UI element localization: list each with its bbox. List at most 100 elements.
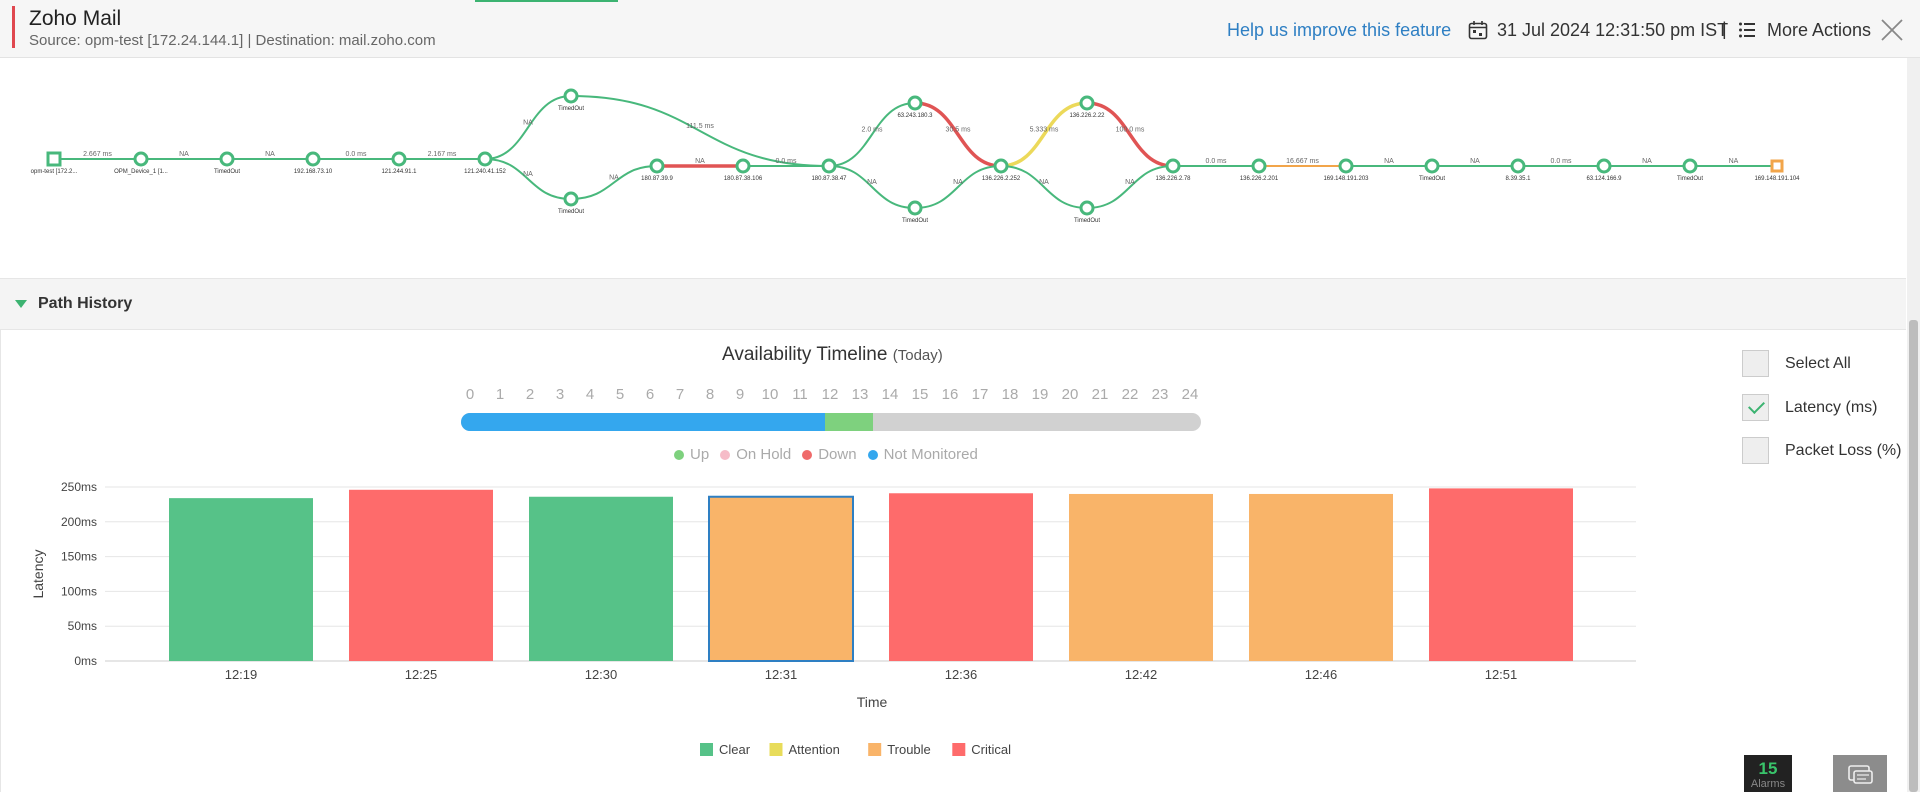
- chart-bar[interactable]: [708, 495, 854, 662]
- topology-node[interactable]: [907, 95, 923, 111]
- topology-node[interactable]: [1510, 158, 1526, 174]
- topology-node[interactable]: [1682, 158, 1698, 174]
- topology-link-label: NA: [1470, 158, 1480, 165]
- availability-timeline-bar[interactable]: [461, 413, 1201, 431]
- path-topology-map: 2.667 ms NA NA 0.0 ms 2.167 ms NA NA NA NA 111.5 …: [0, 60, 1900, 276]
- chart-bar[interactable]: [529, 496, 673, 661]
- checkbox[interactable]: [1742, 394, 1769, 421]
- more-actions-button[interactable]: More Actions: [1767, 20, 1872, 40]
- topology-node[interactable]: [1079, 200, 1095, 216]
- topology-link-label: NA: [1125, 179, 1135, 186]
- topology-link-label: NA: [523, 171, 533, 178]
- topology-node[interactable]: [563, 88, 579, 104]
- chat-button[interactable]: [1833, 755, 1887, 792]
- checkbox-label: Select All: [1785, 354, 1851, 372]
- timeline-legend-item[interactable]: Up: [674, 446, 709, 463]
- topology-link-label: 2.667 ms: [83, 151, 112, 158]
- timeline-hour-label: 11: [792, 386, 808, 403]
- help-improve-link[interactable]: Help us improve this feature: [1227, 20, 1452, 40]
- topology-node-label: 136.226.2.78: [1155, 176, 1191, 182]
- topology-node-label: 180.87.38.47: [811, 176, 847, 182]
- timeline-legend-item[interactable]: On Hold: [720, 446, 791, 463]
- option-latency-ms[interactable]: Latency (ms): [1742, 394, 1877, 421]
- topology-node-label: opm-test [172.2...: [31, 169, 78, 175]
- path-history-title: Path History: [38, 295, 133, 312]
- timeline-hour-label: 12: [821, 386, 839, 403]
- topology-node-label: 136.226.2.22: [1069, 113, 1105, 119]
- topology-node[interactable]: [907, 200, 923, 216]
- topology-node[interactable]: [993, 158, 1009, 174]
- topology-link: [484, 95, 572, 160]
- chart-legend-label: Trouble: [887, 742, 931, 757]
- topology-node[interactable]: [391, 151, 407, 167]
- option-select-all[interactable]: Select All: [1742, 350, 1851, 377]
- topology-node[interactable]: [1079, 95, 1095, 111]
- topology-node[interactable]: [563, 191, 579, 207]
- topology-node[interactable]: [1424, 158, 1440, 174]
- topology-node[interactable]: [219, 151, 235, 167]
- topology-node[interactable]: [477, 151, 493, 167]
- path-history-header[interactable]: Path History: [0, 278, 1906, 330]
- close-icon[interactable]: [1880, 18, 1904, 42]
- topology-node[interactable]: [133, 151, 149, 167]
- topology-node-label: TimedOut: [1419, 176, 1445, 182]
- option-packet-loss[interactable]: Packet Loss (%): [1742, 437, 1901, 464]
- topology-node[interactable]: [821, 158, 837, 174]
- x-tick-label: 12:30: [585, 667, 618, 682]
- checkbox[interactable]: [1742, 350, 1769, 377]
- timeline-hour-label: 6: [645, 386, 655, 403]
- topology-node[interactable]: [1596, 158, 1612, 174]
- chart-bar[interactable]: [169, 498, 313, 661]
- legend-dot-icon: [720, 449, 731, 460]
- alarms-count: 15: [1758, 759, 1778, 778]
- timeline-hour-label: 0: [465, 386, 475, 403]
- timeline-legend: Up On Hold Down Not Monitored: [674, 446, 978, 463]
- timeline-segment-not-monitored[interactable]: [461, 413, 825, 431]
- chart-legend-item[interactable]: Critical: [952, 742, 1011, 757]
- topology-node-label: 121.244.91.1: [381, 169, 417, 175]
- topology-node[interactable]: [305, 151, 321, 167]
- topology-node-label: 180.87.38.106: [724, 176, 763, 182]
- topology-link-label: 2.167 ms: [428, 151, 457, 158]
- topology-node[interactable]: [1338, 158, 1354, 174]
- active-tab-indicator: [475, 0, 618, 2]
- topology-node-label: OPM_Device_1 [1...: [114, 169, 168, 175]
- topology-destination-node[interactable]: [1770, 159, 1784, 173]
- topology-node-label: 169.148.191.203: [1323, 176, 1369, 182]
- timeline-hour-label: 10: [761, 386, 779, 403]
- topology-source-node[interactable]: [46, 151, 62, 167]
- alarms-label: Alarms: [1750, 778, 1786, 790]
- chart-legend-item[interactable]: Trouble: [868, 742, 931, 757]
- checkbox[interactable]: [1742, 437, 1769, 464]
- topology-link-label: NA: [953, 179, 963, 186]
- timeline-legend-item[interactable]: Down: [802, 446, 857, 463]
- chart-bar[interactable]: [1069, 493, 1213, 661]
- topology-node[interactable]: [1251, 158, 1267, 174]
- chart-bar[interactable]: [349, 489, 493, 661]
- chart-legend-label: Critical: [971, 742, 1011, 757]
- chart-legend-item[interactable]: Clear: [700, 742, 751, 757]
- topology-node-label: 136.226.2.252: [982, 176, 1021, 182]
- scrollbar-thumb[interactable]: [1909, 320, 1918, 792]
- topology-node-label: 180.87.39.9: [641, 176, 673, 182]
- chart-bar[interactable]: [889, 493, 1033, 661]
- timeline-hour-label: 9: [735, 386, 745, 403]
- x-tick-label: 12:36: [945, 667, 978, 682]
- y-tick-label: 200ms: [61, 515, 97, 529]
- page-scrollbar[interactable]: [1907, 58, 1920, 792]
- topology-node[interactable]: [735, 158, 751, 174]
- chart-bar[interactable]: [1429, 488, 1573, 661]
- chart-legend-item[interactable]: Attention: [769, 742, 840, 757]
- timeline-legend-item[interactable]: Not Monitored: [867, 446, 978, 463]
- legend-swatch-icon: [868, 743, 882, 756]
- alarms-badge[interactable]: 15 Alarms: [1744, 755, 1792, 792]
- timeline-segment-up[interactable]: [824, 413, 873, 431]
- topology-link: [914, 165, 1002, 209]
- timeline-hour-label: 20: [1061, 386, 1079, 403]
- collapse-triangle-icon[interactable]: [15, 300, 27, 308]
- topology-node[interactable]: [649, 158, 665, 174]
- x-tick-label: 12:19: [225, 667, 258, 682]
- x-axis-title: Time: [857, 694, 888, 710]
- chart-bar[interactable]: [1249, 493, 1393, 661]
- topology-node[interactable]: [1165, 158, 1181, 174]
